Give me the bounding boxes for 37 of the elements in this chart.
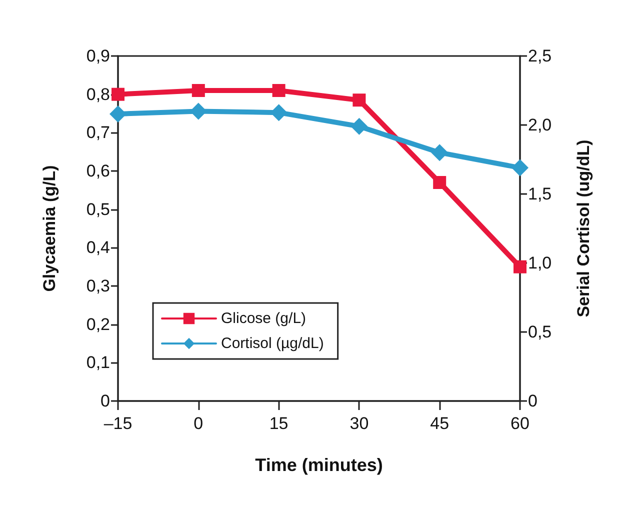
- y-tick-label: 0,9: [86, 46, 110, 66]
- point: [512, 159, 528, 176]
- y-tick-label: 0,3: [86, 276, 110, 296]
- point: [112, 88, 124, 101]
- point: [350, 118, 368, 135]
- point: [514, 260, 526, 274]
- y-tick-label: 0,1: [86, 353, 110, 372]
- x-tick-label: 45: [430, 414, 450, 433]
- x-tick-label: 15: [269, 414, 288, 433]
- x-tick-label: 0: [194, 414, 204, 433]
- y-tick-label: 0,2: [86, 314, 110, 334]
- x-tick-label: –15: [104, 414, 132, 433]
- y2-tick-label: 1,0: [528, 254, 552, 272]
- x-axis-title: Time (minutes): [255, 455, 383, 475]
- y2-tick-label: 0: [528, 392, 538, 410]
- y-tick-label: 0,7: [86, 123, 110, 142]
- point: [192, 84, 205, 97]
- x-tick-label: 60: [510, 414, 530, 433]
- y-axis-title: Glycaemia (g/L): [40, 165, 59, 292]
- y2-tick-label: 2,0: [528, 116, 552, 134]
- y-tick-label: 0,6: [86, 162, 110, 180]
- y2-tick-label: 1,5: [528, 184, 552, 204]
- legend-label: Cortisol (µg/dL): [221, 335, 324, 352]
- point: [272, 84, 286, 97]
- y2-tick-label: 0,5: [528, 322, 552, 342]
- point: [433, 176, 446, 189]
- point: [352, 94, 366, 107]
- y-tick-label: 0,5: [86, 200, 110, 219]
- y-tick-label: 0,8: [86, 84, 110, 104]
- y-tick-label: 0,4: [86, 238, 110, 258]
- point: [431, 144, 448, 162]
- y2-tick-label: 2,5: [528, 46, 552, 66]
- y2-axis-title: Serial Cortisol (ug/dL): [574, 140, 593, 318]
- legend-label: Glicose (g/L): [221, 310, 306, 327]
- y-tick-label: 0: [100, 392, 110, 410]
- x-tick-label: 30: [350, 414, 369, 433]
- point: [110, 105, 126, 122]
